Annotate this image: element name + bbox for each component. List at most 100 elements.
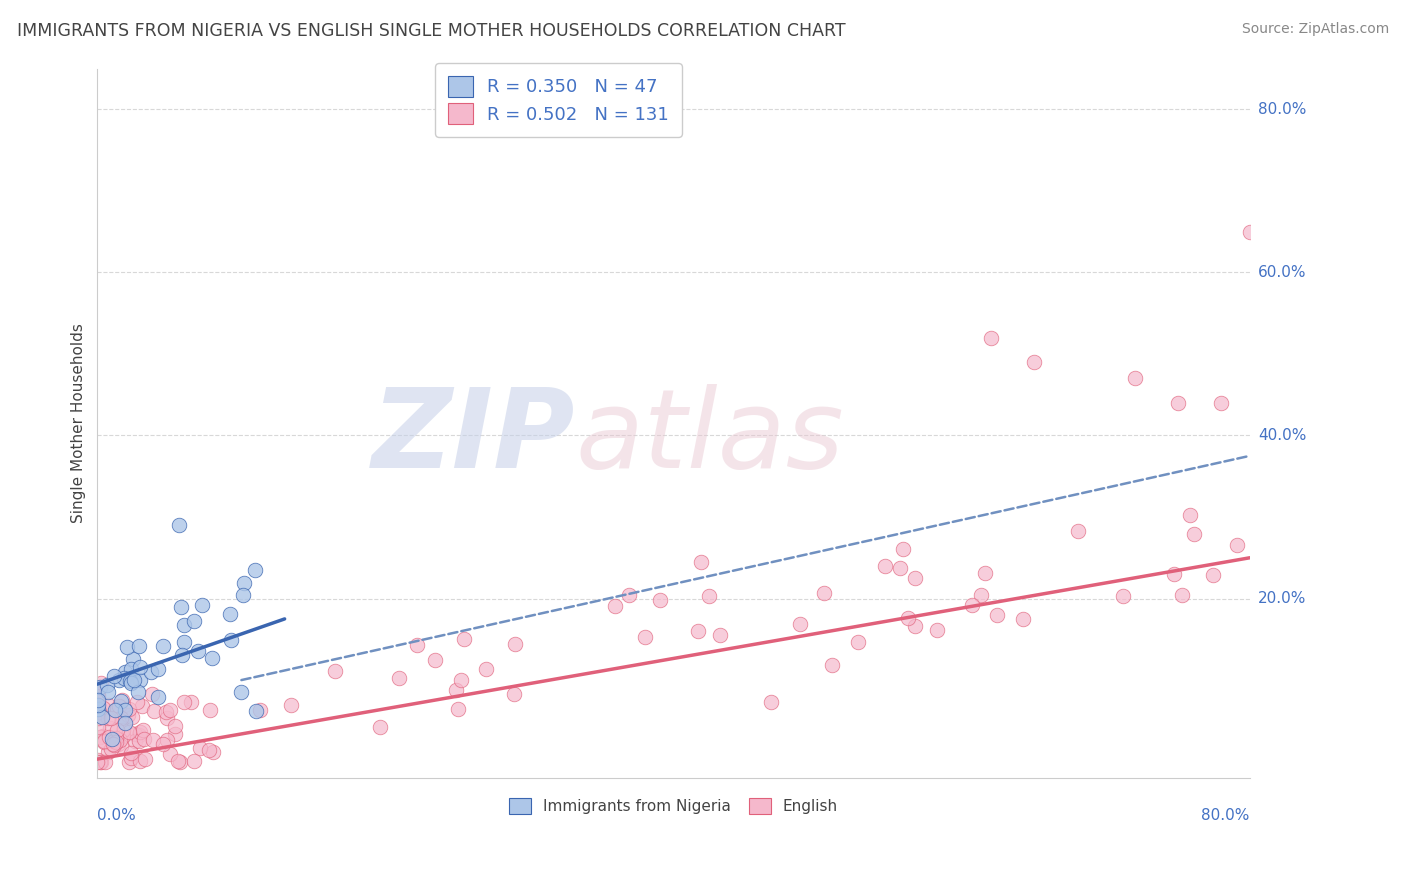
Point — [163, 727, 186, 741]
Point — [110, 694, 132, 708]
Point — [159, 703, 181, 717]
Point — [979, 330, 1001, 344]
Point — [100, 711, 122, 725]
Point — [91, 729, 114, 743]
Point — [90, 755, 112, 769]
Point — [960, 598, 983, 612]
Point — [1067, 524, 1090, 538]
Point — [127, 694, 149, 708]
Point — [1209, 396, 1232, 410]
Point — [120, 676, 142, 690]
Point — [1226, 538, 1249, 552]
Point — [93, 733, 115, 747]
Point — [505, 637, 527, 651]
Point — [447, 702, 470, 716]
Point — [93, 701, 115, 715]
Text: 20.0%: 20.0% — [1258, 591, 1306, 606]
Point — [143, 704, 166, 718]
Point — [114, 703, 136, 717]
Point — [146, 662, 169, 676]
Point — [243, 563, 266, 577]
Text: 0.0%: 0.0% — [97, 808, 136, 823]
Point — [110, 739, 132, 754]
Point — [87, 711, 110, 725]
Point — [152, 737, 174, 751]
Text: 40.0%: 40.0% — [1258, 428, 1306, 443]
Point — [188, 741, 211, 756]
Point — [280, 698, 302, 713]
Point — [232, 589, 254, 603]
Point — [156, 711, 179, 725]
Point — [128, 728, 150, 742]
Point — [97, 698, 120, 712]
Point — [970, 588, 993, 602]
Point — [245, 704, 267, 718]
Point — [124, 733, 146, 747]
Point — [129, 673, 152, 688]
Point — [118, 725, 141, 739]
Point — [120, 673, 142, 688]
Point — [105, 731, 128, 745]
Point — [198, 743, 221, 757]
Point — [233, 576, 256, 591]
Point — [761, 695, 783, 709]
Point — [1178, 508, 1201, 523]
Point — [323, 665, 346, 679]
Point — [425, 653, 447, 667]
Point — [167, 754, 190, 768]
Point — [89, 755, 111, 769]
Point — [170, 599, 193, 614]
Point — [155, 706, 177, 720]
Point — [173, 635, 195, 649]
Point — [129, 725, 152, 739]
Point — [388, 671, 411, 685]
Point — [697, 589, 720, 603]
Point — [198, 703, 221, 717]
Point — [112, 711, 135, 725]
Point — [169, 518, 191, 533]
Point — [1012, 612, 1035, 626]
Point — [87, 698, 110, 712]
Point — [191, 598, 214, 612]
Point — [103, 669, 125, 683]
Point — [120, 747, 142, 761]
Point — [709, 628, 731, 642]
Point — [105, 702, 128, 716]
Point — [1171, 588, 1194, 602]
Point — [634, 630, 657, 644]
Point — [605, 599, 627, 613]
Legend: Immigrants from Nigeria, English: Immigrants from Nigeria, English — [503, 792, 844, 820]
Point — [453, 632, 475, 647]
Point — [117, 708, 139, 723]
Point — [132, 723, 155, 737]
Point — [846, 635, 869, 649]
Point — [249, 703, 271, 717]
Point — [1112, 589, 1135, 603]
Point — [96, 677, 118, 691]
Point — [87, 721, 110, 735]
Point — [173, 618, 195, 632]
Point — [128, 734, 150, 748]
Point — [813, 586, 835, 600]
Point — [201, 745, 224, 759]
Point — [173, 695, 195, 709]
Point — [107, 737, 129, 751]
Point — [87, 687, 110, 701]
Point — [163, 719, 186, 733]
Point — [105, 723, 128, 737]
Point — [101, 732, 124, 747]
Text: 80.0%: 80.0% — [1258, 102, 1306, 117]
Point — [110, 693, 132, 707]
Point — [101, 737, 124, 751]
Point — [110, 711, 132, 725]
Point — [105, 734, 128, 748]
Point — [650, 592, 672, 607]
Point — [897, 611, 920, 625]
Text: atlas: atlas — [575, 384, 844, 491]
Point — [502, 687, 524, 701]
Point — [873, 558, 896, 573]
Point — [131, 699, 153, 714]
Point — [86, 755, 108, 769]
Point — [103, 738, 125, 752]
Point — [97, 684, 120, 698]
